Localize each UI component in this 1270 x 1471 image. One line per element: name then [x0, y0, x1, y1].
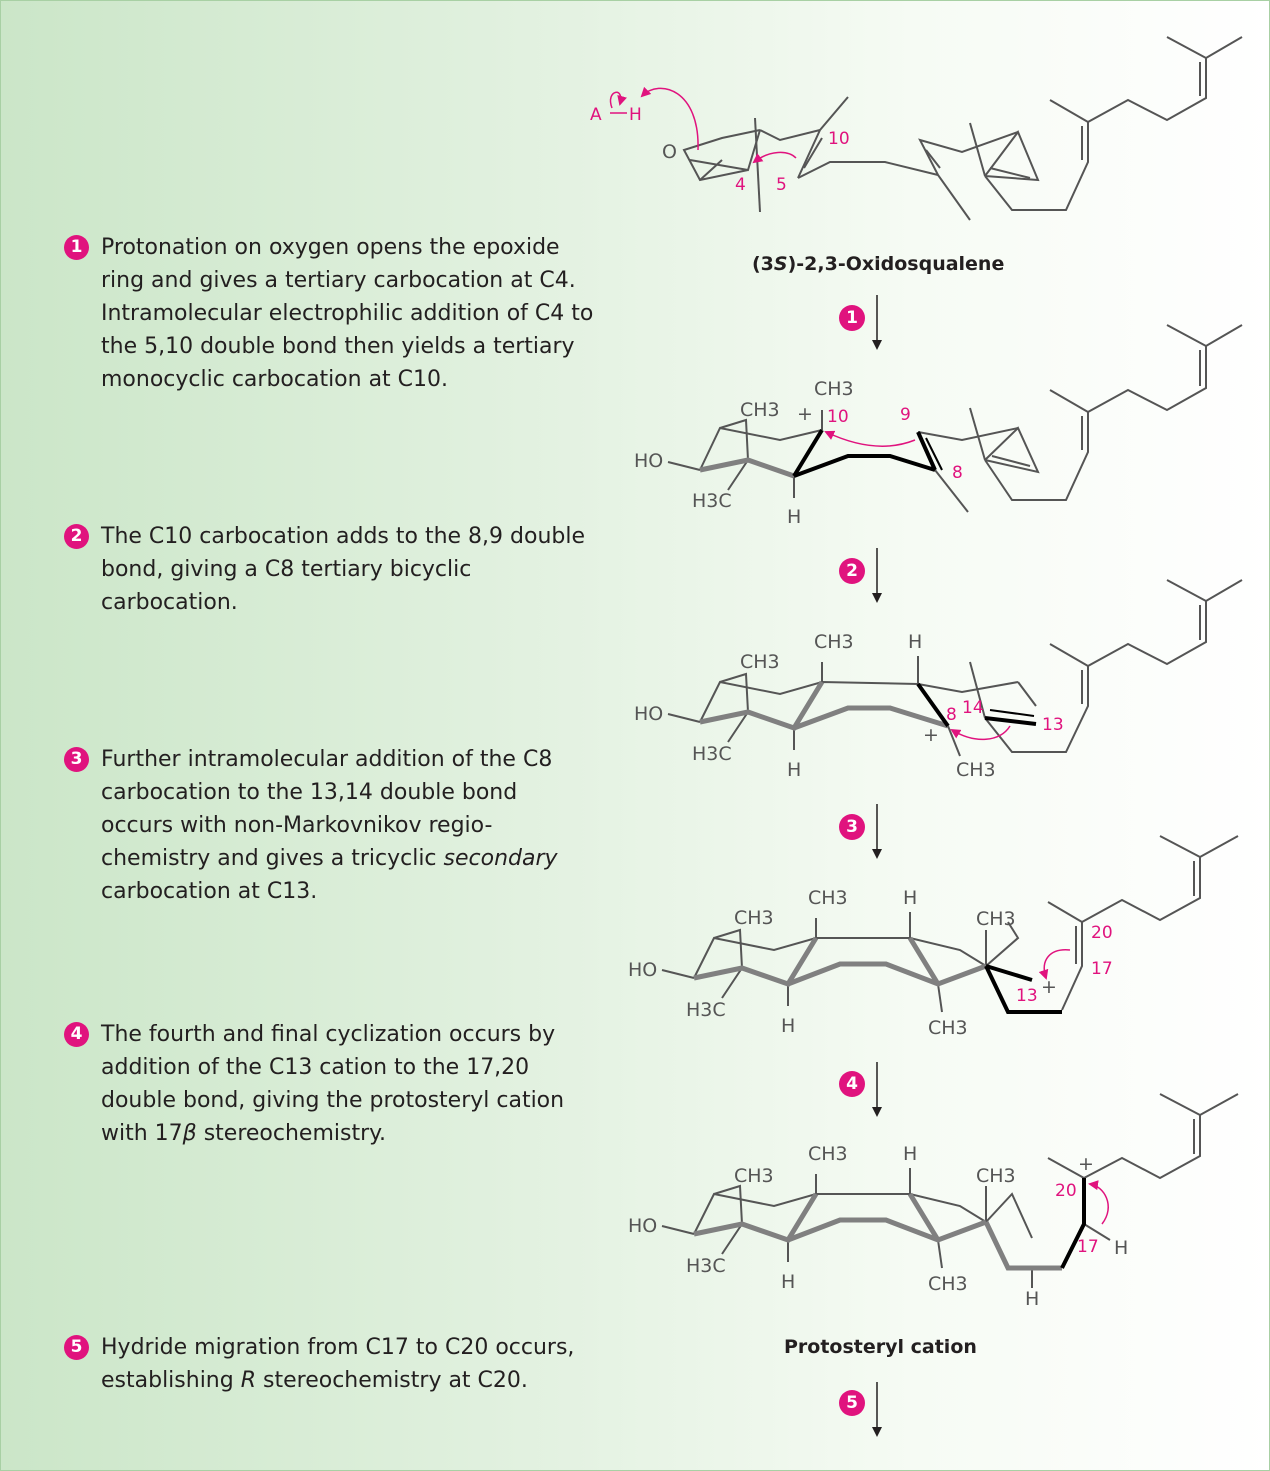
h-bottom-label: H — [1025, 1288, 1039, 1310]
h-label: H — [787, 759, 801, 781]
c13-label: 13 — [1016, 986, 1038, 1006]
ch3-a-label: CH3 — [814, 631, 854, 653]
ch3-a-label: CH3 — [808, 1143, 848, 1165]
step-4-text-b: stereochemistry. — [196, 1121, 387, 1146]
h-top-label: H — [908, 631, 922, 653]
reaction-arrow-badge-1: 1 — [839, 305, 865, 331]
c9-label: 9 — [900, 405, 911, 425]
step-5-text: Hydride migration from C17 to C20 occurs… — [64, 1331, 594, 1397]
structure-tricyclic-cation: CH3 CH3 H CH3 20 17 13 + CH3 HO H3C H — [628, 835, 1239, 1039]
step-5-text-b: stereochemistry at C20. — [256, 1368, 528, 1393]
step-3-badge: 3 — [64, 747, 89, 772]
ch3-c-label: CH3 — [976, 1165, 1016, 1187]
step-4-text-a: The fourth and final cyclization occurs … — [101, 1022, 565, 1146]
caption-oxidosqualene: (3S)-2,3-Oxidosqualene — [752, 253, 1004, 275]
ch3-d-label: CH3 — [928, 1273, 968, 1295]
step-2: 2 The C10 carbocation adds to the 8,9 do… — [64, 520, 594, 619]
ch3-top-label: CH3 — [814, 378, 854, 400]
ch3-c-label: CH3 — [976, 908, 1016, 930]
c17-label: 17 — [1091, 959, 1113, 979]
c20-label: 20 — [1091, 923, 1113, 943]
ho-label: HO — [628, 959, 657, 981]
h3c-label: H3C — [692, 743, 732, 765]
h-top-label: H — [903, 1143, 917, 1165]
c13-label: 13 — [1042, 715, 1064, 735]
h3c-label: H3C — [692, 490, 732, 512]
structure-monocyclic-cation: CH3 CH3 + 10 9 8 HO H3C H — [634, 324, 1243, 528]
h3c-label: H3C — [686, 1255, 726, 1277]
reaction-arrow-badge-3: 3 — [839, 814, 865, 840]
c17-label: 17 — [1077, 1237, 1099, 1257]
reaction-arrow-badge-4: 4 — [839, 1071, 865, 1097]
c5-label: 5 — [776, 175, 787, 195]
ho-label: HO — [628, 1215, 657, 1237]
ho-label: HO — [634, 450, 663, 472]
step-5-text-a: Hydride migration from C17 to C20 occurs… — [101, 1335, 575, 1393]
step-3-text: Further intramolecular addition of the C… — [64, 743, 594, 908]
c8-label: 8 — [946, 705, 957, 725]
h-label: H — [787, 506, 801, 528]
h-label: H — [781, 1271, 795, 1293]
step-3: 3 Further intramolecular addition of the… — [64, 743, 594, 908]
structure-protosteryl-cation: CH3 CH3 H CH3 + 20 17 H CH3 HO H3C H H — [628, 1093, 1239, 1310]
ch3-b-label: CH3 — [734, 1165, 774, 1187]
step-3-text-italic: secondary — [443, 846, 558, 871]
caption-start-suffix: )-2,3-Oxidosqualene — [787, 253, 1005, 275]
cation-plus: + — [1041, 976, 1057, 998]
caption-protosteryl-cation: Protosteryl cation — [784, 1336, 977, 1358]
c4-label: 4 — [735, 175, 746, 195]
c20-label: 20 — [1055, 1181, 1077, 1201]
reaction-arrow-badge-2: 2 — [839, 558, 865, 584]
cation-plus: + — [1078, 1153, 1094, 1175]
step-2-text: The C10 carbocation adds to the 8,9 doub… — [101, 524, 586, 615]
step-4-text-italic: β — [182, 1121, 197, 1146]
step-3-text-b: carbocation at C13. — [101, 879, 318, 904]
step-1-badge: 1 — [64, 235, 89, 260]
ch3-axial-label: CH3 — [740, 399, 780, 421]
h3c-label: H3C — [686, 999, 726, 1021]
acid-h-label: H — [629, 105, 642, 125]
structure-bicyclic-cation: CH3 CH3 H 8 14 13 + CH3 HO H3C H — [634, 579, 1243, 781]
step-2-badge: 2 — [64, 524, 89, 549]
reaction-arrow-badge-5: 5 — [839, 1390, 865, 1416]
ch3-b-label: CH3 — [734, 907, 774, 929]
step-5-badge: 5 — [64, 1335, 89, 1360]
epoxide-o-label: O — [662, 141, 677, 163]
step-3-text-a: Further intramolecular addition of the C… — [101, 747, 553, 871]
ch3-c-label: CH3 — [956, 759, 996, 781]
step-1-text: Protonation on oxygen opens the epoxide … — [101, 235, 594, 392]
step-5: 5 Hydride migration from C17 to C20 occu… — [64, 1331, 594, 1397]
caption-start-prefix: (3 — [752, 253, 774, 275]
ch3-b-label: CH3 — [740, 651, 780, 673]
acid-a-label: A — [590, 105, 602, 125]
step-4-text: The fourth and final cyclization occurs … — [64, 1018, 594, 1150]
caption-start-italic: S — [773, 253, 788, 275]
cation-plus: + — [797, 403, 813, 425]
h-label: H — [781, 1015, 795, 1037]
structure-oxidosqualene-labels: A H O 4 5 10 — [590, 105, 850, 195]
ch3-a-label: CH3 — [808, 887, 848, 909]
cation-plus: + — [923, 724, 939, 746]
h-top-label: H — [903, 887, 917, 909]
structure-oxidosqualene — [682, 36, 1243, 221]
c10-label: 10 — [827, 407, 849, 427]
step-4: 4 The fourth and final cyclization occur… — [64, 1018, 594, 1150]
h-right-label: H — [1114, 1237, 1128, 1259]
ch3-d-label: CH3 — [928, 1017, 968, 1039]
step-5-text-italic: R — [240, 1368, 257, 1393]
c14-label: 14 — [962, 698, 984, 718]
ho-label: HO — [634, 703, 663, 725]
c10-label: 10 — [828, 129, 850, 149]
step-4-badge: 4 — [64, 1022, 89, 1047]
structure-oxidosqualene-electron-arrows — [609, 86, 797, 164]
c8-label: 8 — [952, 463, 963, 483]
step-1: 1 Protonation on oxygen opens the epoxid… — [64, 231, 594, 396]
